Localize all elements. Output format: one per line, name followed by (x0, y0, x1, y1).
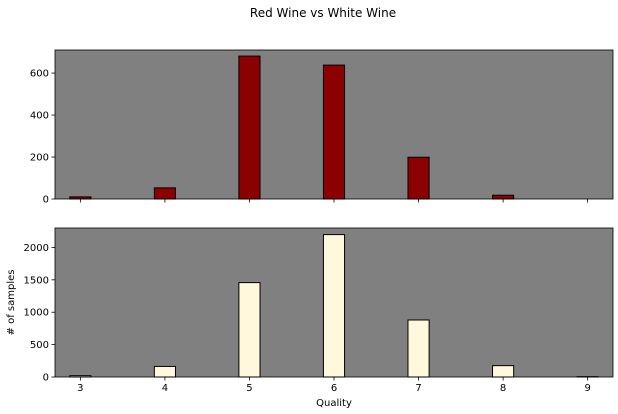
white-ytick-label: 1000 (24, 308, 49, 319)
white-wine-panel: 0 500 1000 1500 2000 3 4 5 6 7 8 9 Quality # of sampl… (6, 227, 614, 409)
red-ytick-label: 0 (43, 195, 49, 206)
white-xtick-label: 5 (246, 383, 252, 394)
red-bar-quality-6 (322, 64, 346, 200)
red-bar-quality-7 (407, 156, 430, 200)
white-bar-quality-7 (407, 319, 430, 378)
red-wine-panel: 0 200 400 600 (30, 49, 614, 206)
red-ytick-label: 400 (30, 111, 49, 122)
white-bar-quality-5 (238, 282, 261, 378)
white-ytick-label: 2000 (24, 243, 49, 254)
white-bar-quality-4 (153, 365, 176, 378)
white-xtick-label: 3 (77, 383, 83, 394)
white-xaxis-label: Quality (316, 398, 352, 409)
white-ytick-label: 0 (43, 373, 49, 384)
red-ytick-label: 600 (30, 69, 49, 80)
red-bar-quality-8 (492, 194, 515, 200)
figure-title: Red Wine vs White Wine (250, 6, 396, 20)
red-bar-quality-5 (238, 55, 261, 200)
white-xtick-label: 6 (331, 383, 337, 394)
white-bar-quality-6 (322, 234, 346, 378)
white-ytick-label: 1500 (24, 275, 49, 286)
white-ytick-label: 500 (30, 340, 49, 351)
white-xtick-label: 7 (415, 383, 421, 394)
white-bar-quality-8 (492, 365, 515, 378)
white-xtick-label: 8 (500, 383, 506, 394)
red-ytick-label: 200 (30, 153, 49, 164)
red-bar-quality-4 (153, 187, 176, 200)
white-yaxis-label: # of samples (6, 270, 17, 336)
white-xtick-label: 4 (162, 383, 168, 394)
white-xtick-label: 9 (584, 383, 590, 394)
